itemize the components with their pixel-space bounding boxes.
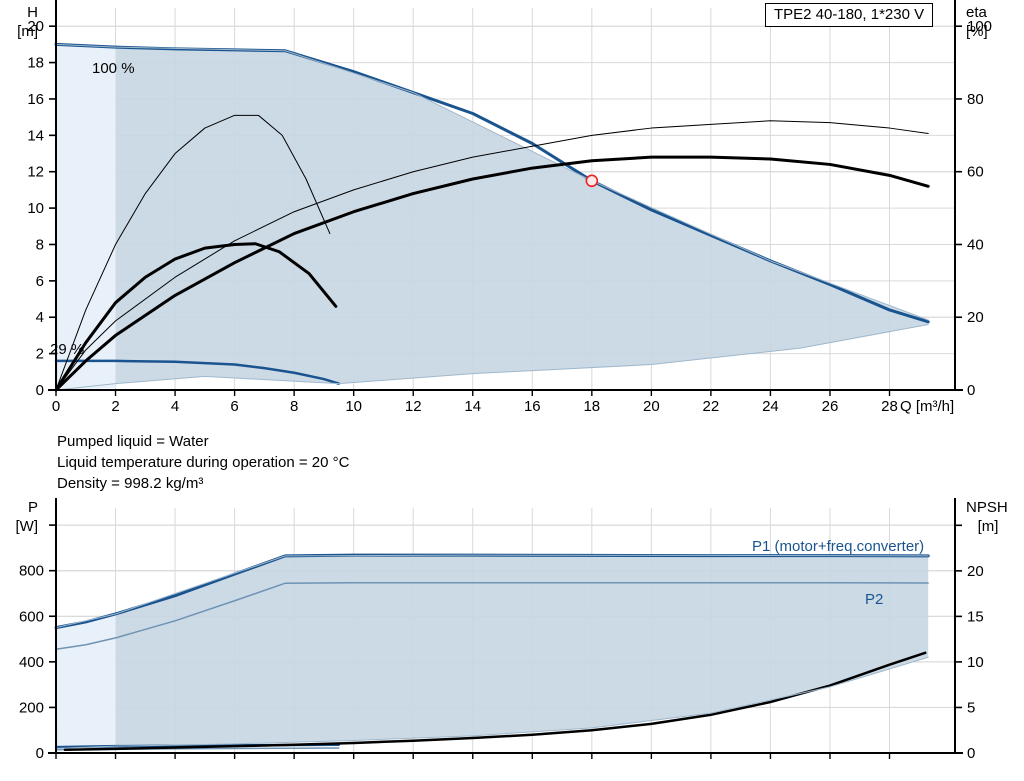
series-label-p2: P2 bbox=[865, 591, 884, 608]
svg-text:16: 16 bbox=[27, 91, 44, 108]
svg-text:6: 6 bbox=[230, 398, 238, 415]
svg-text:H: H bbox=[27, 4, 38, 21]
svg-text:0: 0 bbox=[36, 382, 44, 399]
svg-text:80: 80 bbox=[967, 91, 984, 108]
svg-text:16: 16 bbox=[524, 398, 541, 415]
svg-text:[m]: [m] bbox=[978, 518, 999, 535]
svg-text:10: 10 bbox=[345, 398, 362, 415]
svg-text:40: 40 bbox=[967, 236, 984, 253]
svg-text:60: 60 bbox=[967, 164, 984, 181]
svg-text:24: 24 bbox=[762, 398, 779, 415]
svg-text:14: 14 bbox=[27, 127, 44, 144]
svg-text:22: 22 bbox=[703, 398, 720, 415]
svg-text:20: 20 bbox=[643, 398, 660, 415]
svg-text:12: 12 bbox=[27, 164, 44, 181]
svg-text:[m]: [m] bbox=[17, 23, 38, 40]
svg-text:[%]: [%] bbox=[966, 23, 988, 40]
svg-text:NPSH: NPSH bbox=[966, 499, 1008, 516]
liquid-info-block: Pumped liquid = Water Liquid temperature … bbox=[57, 431, 349, 494]
svg-text:8: 8 bbox=[36, 236, 44, 253]
svg-text:P: P bbox=[28, 499, 38, 516]
svg-text:26: 26 bbox=[822, 398, 839, 415]
svg-text:18: 18 bbox=[27, 55, 44, 72]
svg-text:4: 4 bbox=[171, 398, 179, 415]
svg-text:10: 10 bbox=[967, 654, 984, 671]
svg-text:0: 0 bbox=[967, 382, 975, 399]
chart-title-box: TPE2 40-180, 1*230 V bbox=[765, 3, 934, 27]
power-npsh-chart: 0 200 400 600 800 0 5 10 15 20 P [W] NPSH [m] bbox=[16, 498, 1008, 762]
svg-text:0: 0 bbox=[36, 745, 44, 762]
svg-text:Q [m³/h]: Q [m³/h] bbox=[900, 398, 954, 415]
svg-text:10: 10 bbox=[27, 200, 44, 217]
svg-text:0: 0 bbox=[967, 745, 975, 762]
svg-text:4: 4 bbox=[36, 309, 44, 326]
speed-label-29: 29 % bbox=[50, 341, 85, 358]
svg-text:20: 20 bbox=[967, 309, 984, 326]
liquid-info-line: Density = 998.2 kg/m³ bbox=[57, 475, 204, 492]
liquid-info-line: Liquid temperature during operation = 20… bbox=[57, 454, 350, 471]
series-label-p1: P1 (motor+freq.converter) bbox=[752, 538, 925, 555]
svg-text:28: 28 bbox=[881, 398, 898, 415]
svg-text:5: 5 bbox=[967, 699, 975, 716]
svg-text:14: 14 bbox=[464, 398, 481, 415]
svg-text:18: 18 bbox=[583, 398, 600, 415]
page-title: TPE2 40-180, 1*230 V bbox=[774, 6, 925, 23]
svg-text:15: 15 bbox=[967, 608, 984, 625]
svg-text:eta: eta bbox=[966, 4, 988, 21]
svg-text:800: 800 bbox=[19, 563, 44, 580]
svg-text:200: 200 bbox=[19, 699, 44, 716]
svg-text:2: 2 bbox=[36, 346, 44, 363]
svg-text:8: 8 bbox=[290, 398, 298, 415]
svg-text:12: 12 bbox=[405, 398, 422, 415]
svg-text:20: 20 bbox=[967, 563, 984, 580]
svg-text:2: 2 bbox=[111, 398, 119, 415]
svg-text:400: 400 bbox=[19, 654, 44, 671]
liquid-info-line: Pumped liquid = Water bbox=[57, 433, 209, 450]
svg-text:0: 0 bbox=[52, 398, 60, 415]
svg-text:600: 600 bbox=[19, 608, 44, 625]
svg-text:[W]: [W] bbox=[16, 518, 39, 535]
svg-text:6: 6 bbox=[36, 273, 44, 290]
svg-text:100: 100 bbox=[967, 18, 992, 35]
head-efficiency-chart: 0 2 4 6 8 10 12 14 16 18 20 22 24 26 28024681012141618… bbox=[17, 0, 992, 415]
speed-label-100: 100 % bbox=[92, 60, 135, 77]
svg-text:20: 20 bbox=[27, 18, 44, 35]
